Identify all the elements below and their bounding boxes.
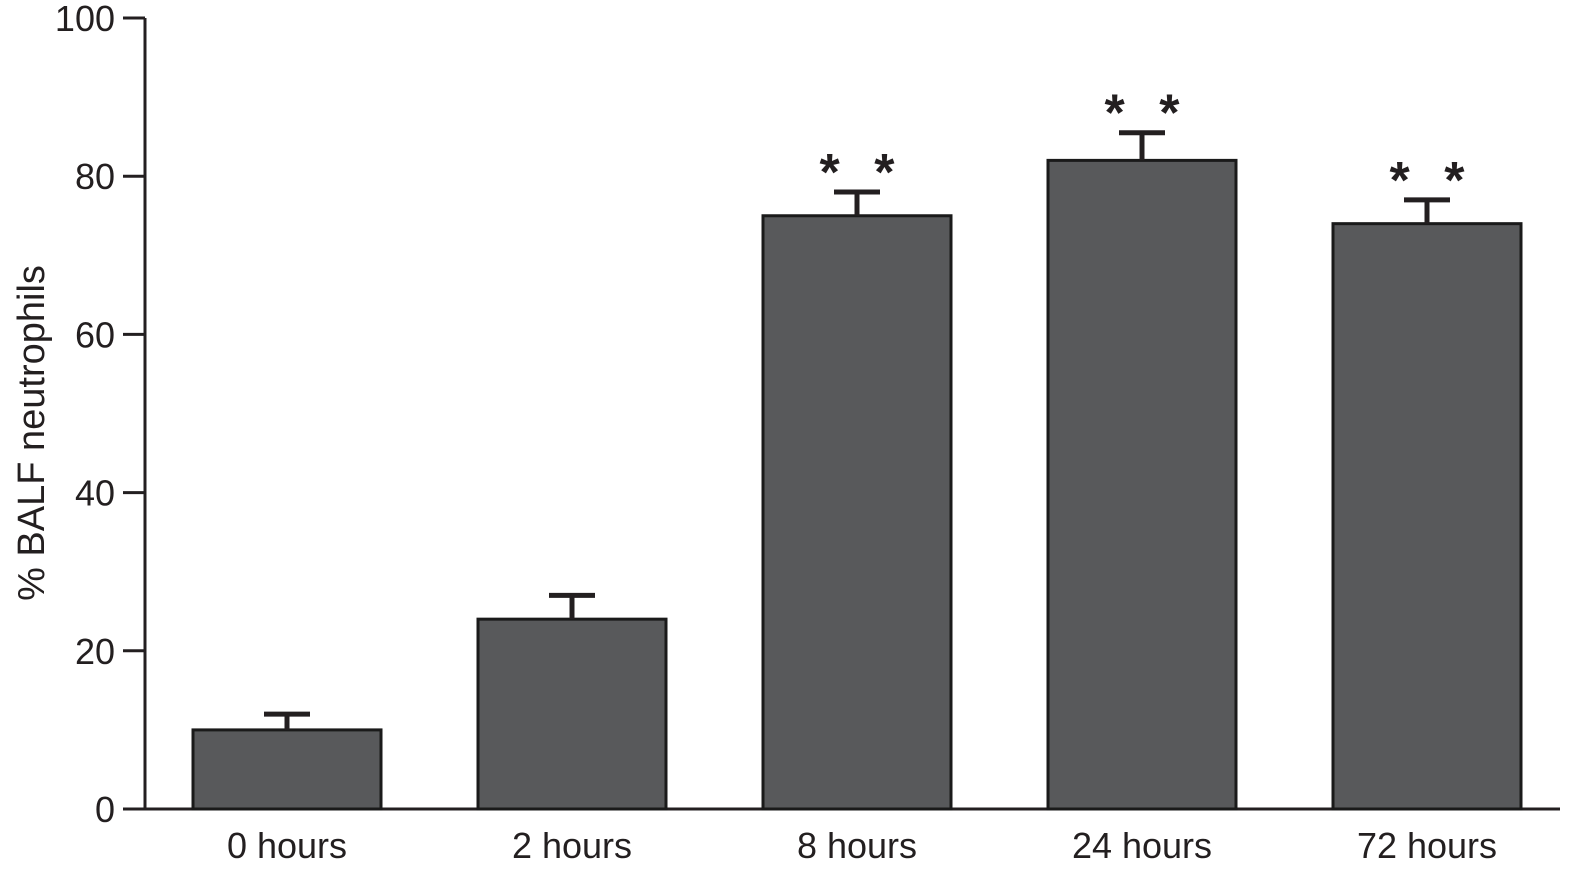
y-tick-label: 20 — [75, 631, 115, 672]
x-tick-label: 2 hours — [512, 825, 632, 866]
bar — [191, 728, 383, 811]
x-tick-label: 0 hours — [227, 825, 347, 866]
significance-label: * * — [820, 144, 905, 202]
significance-label: * * — [1390, 152, 1475, 210]
x-tick-label: 8 hours — [797, 825, 917, 866]
bars — [191, 158, 1523, 811]
significance-markers: * * * * * * — [820, 85, 1475, 210]
error-bars — [264, 130, 1450, 730]
y-axis: 0 20 40 60 80 100 — [55, 0, 147, 830]
y-tick-label: 100 — [55, 0, 115, 39]
significance-label: * * — [1105, 85, 1190, 143]
y-axis-title: % BALF neutrophils — [11, 265, 53, 601]
x-axis: 0 hours 2 hours 8 hours 24 hours 72 hours — [145, 807, 1560, 866]
x-tick-label: 24 hours — [1072, 825, 1212, 866]
y-tick-label: 80 — [75, 156, 115, 197]
y-tick-label: 60 — [75, 314, 115, 355]
bar — [761, 214, 953, 811]
bar — [1046, 158, 1238, 811]
bar — [476, 617, 668, 811]
y-tick-label: 40 — [75, 473, 115, 514]
x-tick-label: 72 hours — [1357, 825, 1497, 866]
bar — [1331, 222, 1523, 811]
y-tick-label: 0 — [95, 789, 115, 830]
